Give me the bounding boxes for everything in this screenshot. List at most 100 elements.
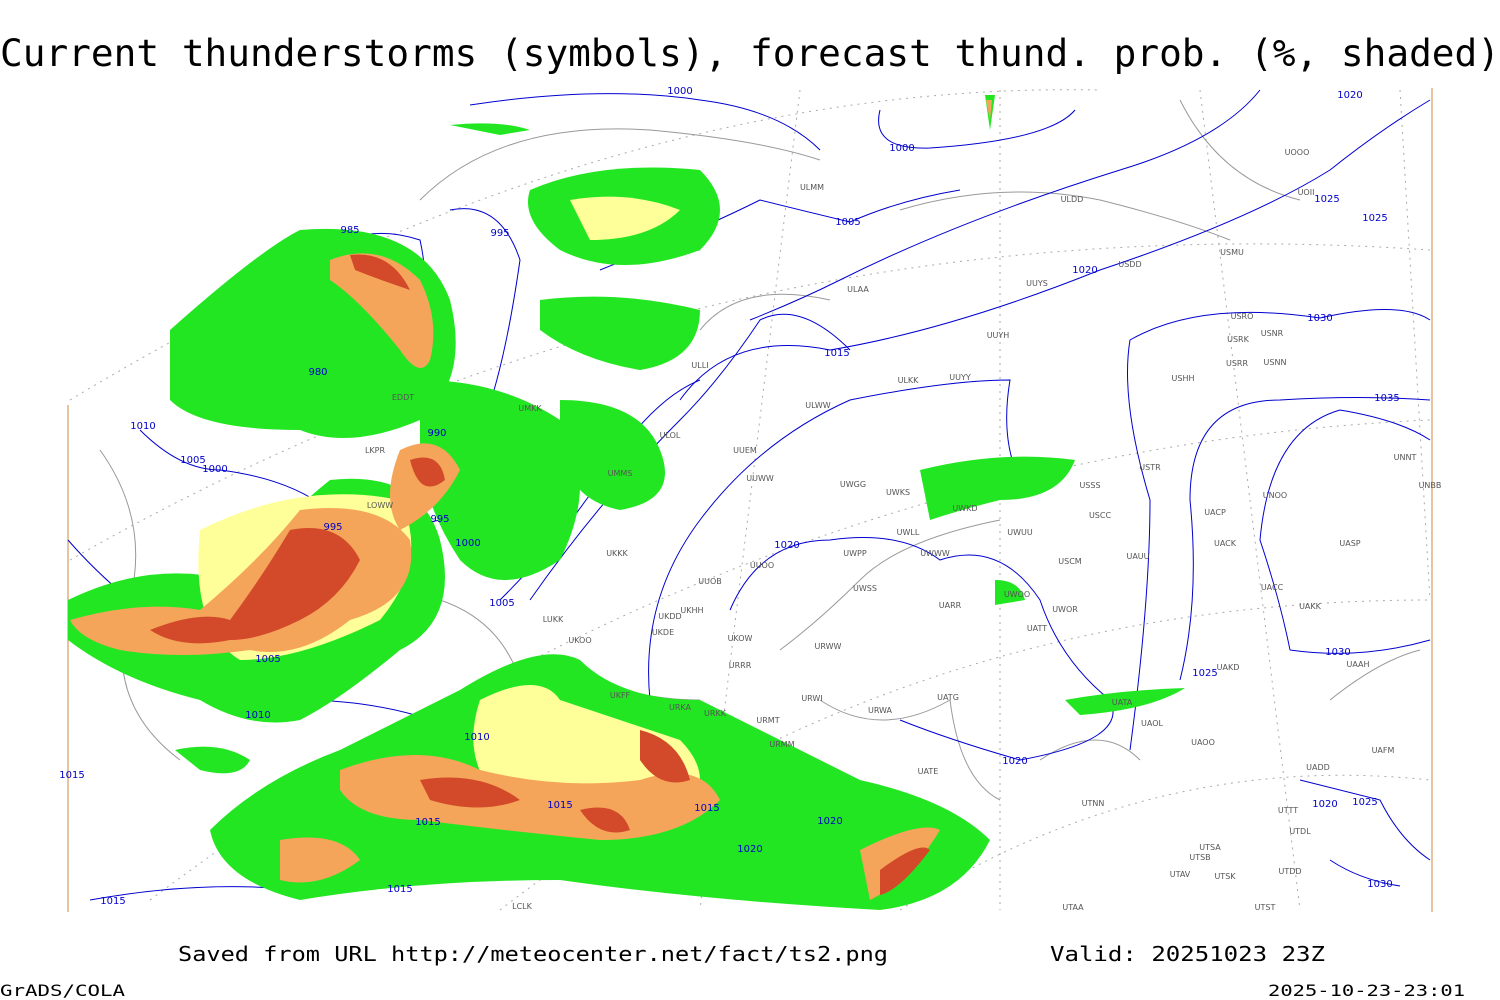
source-url: Saved from URL http://meteocenter.net/fa… <box>178 942 888 966</box>
station-label: UMKK <box>518 404 542 413</box>
station-label: URWI <box>801 694 822 703</box>
station-label: LKPR <box>365 446 386 455</box>
isobar-label: 1025 <box>1314 194 1339 205</box>
station-label: USNN <box>1264 358 1287 367</box>
station-label: URWW <box>815 642 842 651</box>
isobar-label: 1000 <box>202 464 227 475</box>
station-label: UKOW <box>728 634 753 643</box>
isobar-label: 985 <box>340 225 359 236</box>
isobar-label: 1015 <box>59 770 84 781</box>
station-label: LOWW <box>367 501 393 510</box>
station-label: UACC <box>1261 583 1284 592</box>
isobar-label: 1020 <box>1002 756 1027 767</box>
station-label: UUYS <box>1026 279 1048 288</box>
isobar-label: 1020 <box>1312 799 1337 810</box>
isobar-label: 1025 <box>1192 668 1217 679</box>
station-label: UACP <box>1204 508 1226 517</box>
station-label: UUWW <box>746 474 774 483</box>
station-label: USRK <box>1227 335 1249 344</box>
station-label: UTNN <box>1082 799 1105 808</box>
isobar-label: 1030 <box>1307 313 1332 324</box>
isobar-label: 1015 <box>824 348 849 359</box>
isobar-label: 1025 <box>1352 797 1377 808</box>
station-label: URRR <box>729 661 752 670</box>
isobar-label: 1010 <box>130 421 155 432</box>
isobar-label: 1015 <box>694 803 719 814</box>
station-label: USTR <box>1139 463 1161 472</box>
station-label: LUKK <box>543 615 564 624</box>
station-label: UAAH <box>1346 660 1369 669</box>
station-label: USRR <box>1226 359 1248 368</box>
isobar-label: 1015 <box>100 896 125 907</box>
station-label: UARR <box>939 601 962 610</box>
station-label: UNBB <box>1419 481 1442 490</box>
station-label: URKK <box>704 709 727 718</box>
station-label: URMM <box>769 740 794 749</box>
station-label: UWKS <box>886 488 910 497</box>
station-label: UWGG <box>840 480 866 489</box>
isobar-label: 1015 <box>415 817 440 828</box>
station-label: UTST <box>1255 903 1276 912</box>
station-label: USDD <box>1118 260 1141 269</box>
probability-shading <box>68 95 1185 910</box>
station-label: ULOL <box>660 431 681 440</box>
station-label: UOOO <box>1285 148 1310 157</box>
valid-time: Valid: 20251023 23Z <box>1050 942 1325 966</box>
station-label: UAFM <box>1372 746 1395 755</box>
station-label: UADD <box>1306 763 1330 772</box>
station-label: ULWW <box>805 401 830 410</box>
station-label: URMT <box>756 716 779 725</box>
isobar-label: 1015 <box>547 800 572 811</box>
station-label: UACK <box>1214 539 1237 548</box>
station-label: USSS <box>1079 481 1100 490</box>
station-label: UOII <box>1298 188 1315 197</box>
station-label: UAUU <box>1126 552 1149 561</box>
station-label: URWA <box>868 706 893 715</box>
isobar-label: 1025 <box>1362 213 1387 224</box>
isobar-label: 995 <box>323 522 342 533</box>
station-label: UATT <box>1027 624 1047 633</box>
station-label: UWPP <box>843 549 867 558</box>
station-label: UAKD <box>1217 663 1240 672</box>
station-label: UATA <box>1112 698 1133 707</box>
isobar-label: 1000 <box>889 143 914 154</box>
station-label: UKKK <box>606 549 628 558</box>
station-label: UAKK <box>1299 602 1322 611</box>
isobar-label: 1020 <box>1337 90 1362 101</box>
station-label: ULKK <box>898 376 920 385</box>
station-label: ULDD <box>1061 195 1084 204</box>
station-label: UWWW <box>920 549 950 558</box>
timestamp: 2025-10-23-23:01 <box>1268 981 1465 1000</box>
station-label: UTAV <box>1170 870 1191 879</box>
station-label: USNR <box>1261 329 1284 338</box>
station-label: UWOR <box>1052 605 1078 614</box>
isobar-label: 1030 <box>1367 879 1392 890</box>
station-label: UKHH <box>680 606 703 615</box>
station-label: EDDT <box>392 393 414 402</box>
isobar-label: 990 <box>427 428 446 439</box>
station-label: UUEM <box>733 446 757 455</box>
isobar-label: 1020 <box>1072 265 1097 276</box>
station-label: UAOO <box>1191 738 1215 747</box>
station-label: ULMM <box>800 183 824 192</box>
station-label: UWSS <box>853 584 877 593</box>
station-label: UKOO <box>568 636 591 645</box>
title: Current thunderstorms (symbols), forecas… <box>0 32 1500 75</box>
graticule <box>69 89 1431 911</box>
isobar-label: 1010 <box>245 710 270 721</box>
station-label: UTDD <box>1278 867 1301 876</box>
isobar-label: 1020 <box>817 816 842 827</box>
isobar-label: 995 <box>430 514 449 525</box>
station-label: ULLI <box>691 361 708 370</box>
station-label: UWUU <box>1007 528 1033 537</box>
station-label: UNOO <box>1263 491 1287 500</box>
station-label: UNNT <box>1394 453 1417 462</box>
station-label: UUOB <box>698 577 722 586</box>
station-label: UMMS <box>608 469 633 478</box>
isobar-label: 980 <box>308 367 327 378</box>
isobar-label: 1005 <box>835 217 860 228</box>
station-label: URKA <box>669 703 692 712</box>
station-label: LCLK <box>512 902 533 911</box>
station-label: UTTT <box>1278 806 1298 815</box>
